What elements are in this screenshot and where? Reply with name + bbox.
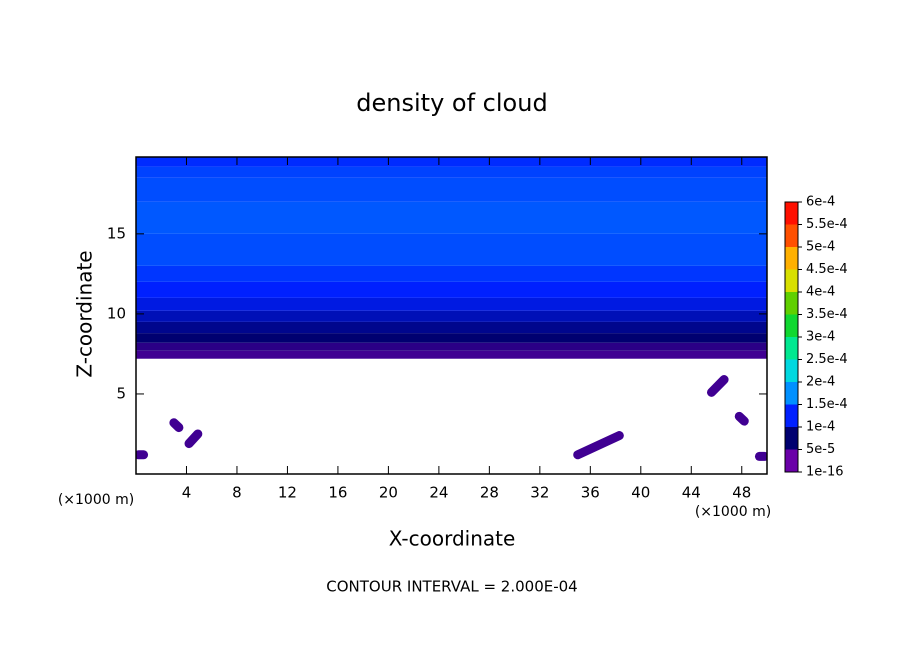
contour-band <box>136 166 767 178</box>
colorbar-label: 2.5e-4 <box>806 352 848 367</box>
colorbar-band <box>785 337 798 360</box>
contour-band <box>136 297 767 311</box>
x-tick-label: 20 <box>379 484 398 502</box>
colorbar-band <box>785 202 798 225</box>
colorbar-band <box>785 269 798 292</box>
y-tick-label: 15 <box>107 224 126 242</box>
colorbar-band <box>785 247 798 270</box>
x-unit-label: (×1000 m) <box>58 492 134 508</box>
x-tick-label: 16 <box>328 484 347 502</box>
x-tick-label: 32 <box>530 484 549 502</box>
y-tick-label: 10 <box>107 304 126 322</box>
colorbar-label: 4e-4 <box>806 285 835 300</box>
colorbar-frame <box>784 201 799 473</box>
contour-band <box>136 281 767 298</box>
y-axis-label: Z-coordinate <box>73 250 97 377</box>
colorbar-band <box>785 404 798 427</box>
colorbar-label: 4.5e-4 <box>806 262 848 277</box>
colorbar-label: 1e-4 <box>806 420 835 435</box>
colorbar-band <box>785 449 798 472</box>
cloud-patch <box>573 431 624 460</box>
colorbar-band <box>785 382 798 405</box>
contour-band <box>136 333 767 343</box>
x-tick-label: 44 <box>682 484 701 502</box>
contour-band <box>136 201 767 234</box>
colorbar-label: 5e-5 <box>806 442 835 457</box>
contour-band <box>136 310 767 322</box>
colorbar-label: 1e-16 <box>806 465 844 480</box>
plot-area <box>136 157 767 461</box>
colorbar-band <box>785 292 798 315</box>
footer-note: CONTOUR INTERVAL = 2.000E-04 <box>326 578 577 596</box>
x-tick-label: 24 <box>429 484 448 502</box>
colorbar-band <box>785 224 798 247</box>
contour-band <box>136 265 767 282</box>
x-tick-label: 40 <box>631 484 650 502</box>
contour-band <box>136 177 767 202</box>
colorbar-label: 5e-4 <box>806 240 835 255</box>
plot-frame <box>135 156 768 475</box>
colorbar-band <box>785 359 798 382</box>
x-tick-label: 28 <box>480 484 499 502</box>
cloud-patch <box>706 375 729 397</box>
contour-band <box>136 342 767 351</box>
chart-title: density of cloud <box>356 89 547 117</box>
colorbar-label: 5.5e-4 <box>806 217 848 232</box>
x-tick-label: 48 <box>732 484 751 502</box>
cloud-patch <box>184 429 203 449</box>
x-unit-label: (×1000 m) <box>695 504 771 520</box>
colorbar-label: 3.5e-4 <box>806 307 848 322</box>
colorbar-label: 3e-4 <box>806 330 835 345</box>
cloud-patch <box>169 418 184 433</box>
x-tick-label: 4 <box>182 484 192 502</box>
colorbar-band <box>785 427 798 450</box>
colorbar-label: 1.5e-4 <box>806 397 848 412</box>
cloud-patch <box>734 411 749 426</box>
colorbar-label: 2e-4 <box>806 375 835 390</box>
x-tick-label: 36 <box>581 484 600 502</box>
contour-band <box>136 233 767 266</box>
contour-band <box>136 157 767 167</box>
colorbar-label: 6e-4 <box>806 195 835 210</box>
x-axis-label: X-coordinate <box>389 527 516 551</box>
x-tick-label: 12 <box>278 484 297 502</box>
contour-band <box>136 350 767 359</box>
contour-band <box>136 321 767 334</box>
colorbar-band <box>785 314 798 337</box>
y-tick-label: 5 <box>116 384 126 402</box>
x-tick-label: 8 <box>232 484 242 502</box>
